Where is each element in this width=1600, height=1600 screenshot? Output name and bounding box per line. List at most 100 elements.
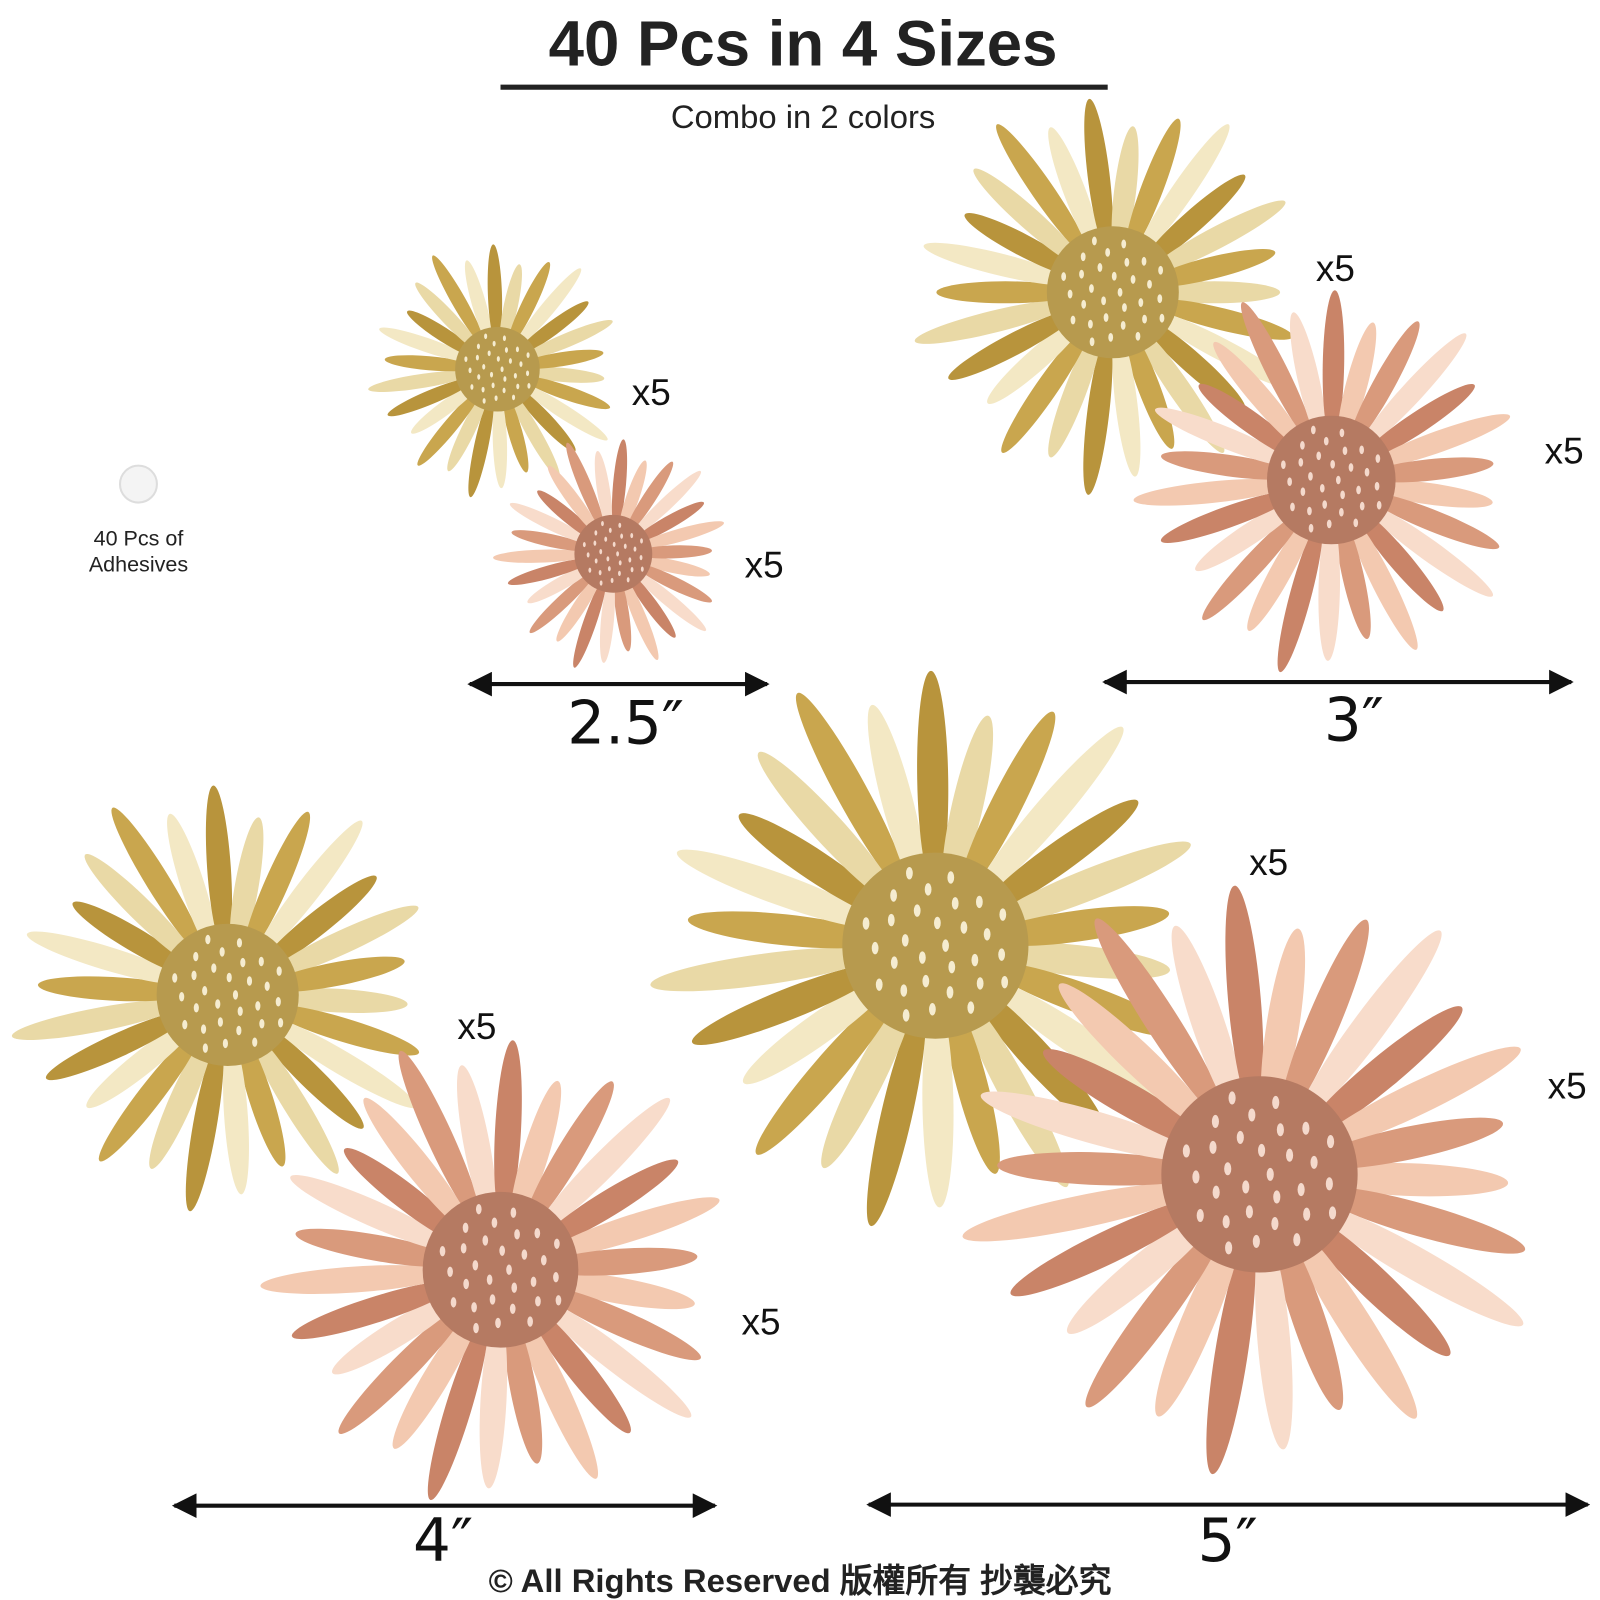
center-dot	[1242, 1180, 1250, 1194]
center-dot	[608, 527, 612, 533]
center-dot	[1157, 294, 1163, 304]
center-dot	[1070, 315, 1076, 325]
petal	[493, 549, 588, 563]
center-dot	[1105, 247, 1111, 257]
center-dot	[1245, 1205, 1253, 1219]
center-dot	[942, 939, 949, 952]
petal	[821, 993, 914, 1169]
petal	[387, 377, 474, 417]
center-dot	[1142, 314, 1147, 324]
center-dot	[481, 386, 485, 393]
petal	[514, 268, 582, 348]
petal	[990, 841, 1191, 927]
center-dot	[554, 1238, 560, 1249]
petal	[632, 501, 705, 544]
petal	[1001, 326, 1090, 453]
petal	[1085, 1223, 1224, 1408]
center-dot	[594, 558, 598, 564]
petal	[547, 1197, 720, 1258]
petal	[1359, 333, 1467, 449]
center-dot	[530, 1276, 537, 1288]
petal	[962, 1183, 1196, 1242]
center-dot	[610, 577, 614, 584]
center-dot	[475, 354, 479, 361]
petal	[1148, 281, 1281, 304]
center-dot	[463, 1278, 469, 1290]
petal	[637, 521, 724, 549]
center-dot	[640, 538, 643, 544]
center-dot	[582, 541, 586, 548]
petal	[468, 396, 494, 498]
petal	[363, 1097, 473, 1234]
quantity-label: x5	[1316, 248, 1355, 289]
center-dot	[495, 1317, 501, 1329]
petal	[205, 785, 233, 950]
petal	[398, 1050, 481, 1223]
center-dot	[200, 1024, 207, 1034]
center-dot	[527, 1316, 533, 1327]
petal	[1083, 335, 1113, 495]
center-dot	[1159, 313, 1165, 323]
quantity-label: x5	[1548, 1065, 1587, 1106]
size-label: 4″	[413, 1507, 473, 1576]
center-dot	[476, 343, 480, 350]
center-dot	[496, 356, 500, 362]
petal	[519, 1314, 599, 1479]
petal	[185, 1041, 224, 1212]
petal	[1297, 930, 1442, 1123]
petal	[1066, 1207, 1219, 1334]
flower	[962, 885, 1526, 1475]
size-label: 2.5″	[567, 690, 684, 759]
petal	[520, 349, 604, 369]
center-dot	[1158, 265, 1164, 275]
petal	[338, 1304, 467, 1434]
petal	[1136, 124, 1230, 257]
petal	[1289, 312, 1327, 444]
center-dot	[1316, 451, 1322, 461]
center-dot	[971, 953, 979, 967]
flower	[1133, 290, 1511, 673]
center-dot	[1339, 507, 1344, 517]
center-dot	[473, 1322, 479, 1334]
petal	[149, 1032, 214, 1169]
petal	[1291, 1226, 1418, 1419]
petal	[1366, 479, 1493, 508]
petal	[687, 911, 883, 949]
center-dot	[633, 546, 637, 552]
center-dot	[1092, 236, 1097, 246]
petal	[411, 382, 480, 434]
center-dot	[1222, 1215, 1230, 1229]
center-dot	[519, 361, 523, 367]
center-dot	[492, 340, 496, 347]
center-dot	[593, 540, 597, 546]
copyright: © All Rights Reserved 版權所有 抄襲必究	[489, 1562, 1112, 1599]
center-dot	[1327, 1135, 1335, 1149]
petal	[1084, 98, 1113, 251]
center-dot	[998, 948, 1006, 961]
center-dot	[258, 956, 264, 967]
petal	[1369, 414, 1511, 469]
adhesive-label: Adhesives	[89, 552, 188, 576]
petal	[626, 571, 676, 638]
center-dot	[890, 889, 897, 902]
center-dot	[1375, 454, 1381, 463]
petal	[1348, 516, 1418, 650]
petal	[499, 264, 522, 347]
center-dot	[976, 977, 984, 990]
center-dot	[1228, 1091, 1236, 1105]
petal	[1010, 1197, 1207, 1297]
center-dot	[599, 549, 603, 555]
center-dot	[1330, 460, 1335, 469]
petal	[1279, 919, 1369, 1120]
center-dot	[1258, 1143, 1266, 1157]
center-dot	[1089, 284, 1094, 293]
petal	[742, 973, 895, 1085]
center-dot	[1248, 1108, 1256, 1122]
petal	[738, 813, 894, 920]
petal	[243, 811, 311, 956]
petal	[255, 820, 363, 958]
petal	[111, 807, 204, 955]
center-dot	[1286, 1148, 1294, 1162]
center-dot	[630, 532, 634, 539]
